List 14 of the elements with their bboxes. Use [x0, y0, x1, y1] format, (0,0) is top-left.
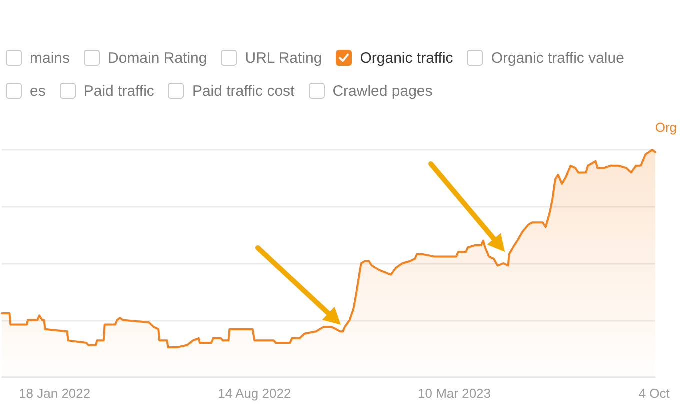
text: Paid traffic	[84, 82, 154, 100]
y-axis-title: Org	[655, 120, 677, 135]
x-tick-label: 18 Jan 2022	[19, 386, 91, 401]
text: Domain Rating	[108, 50, 208, 66]
x-tick-label: 14 Aug 2022	[218, 386, 292, 401]
x-tick-label: 10 Mar 2023	[418, 386, 492, 401]
x-tick-label: 4 Oct	[638, 386, 670, 401]
text: mains	[30, 50, 70, 66]
text: es	[30, 82, 46, 100]
text: Organic traffic value	[491, 50, 624, 66]
legend-label: Organic traffic	[360, 50, 454, 66]
text: Paid traffic cost	[192, 82, 295, 100]
text: URL Rating	[245, 50, 322, 66]
text: Crawled pages	[332, 82, 433, 100]
